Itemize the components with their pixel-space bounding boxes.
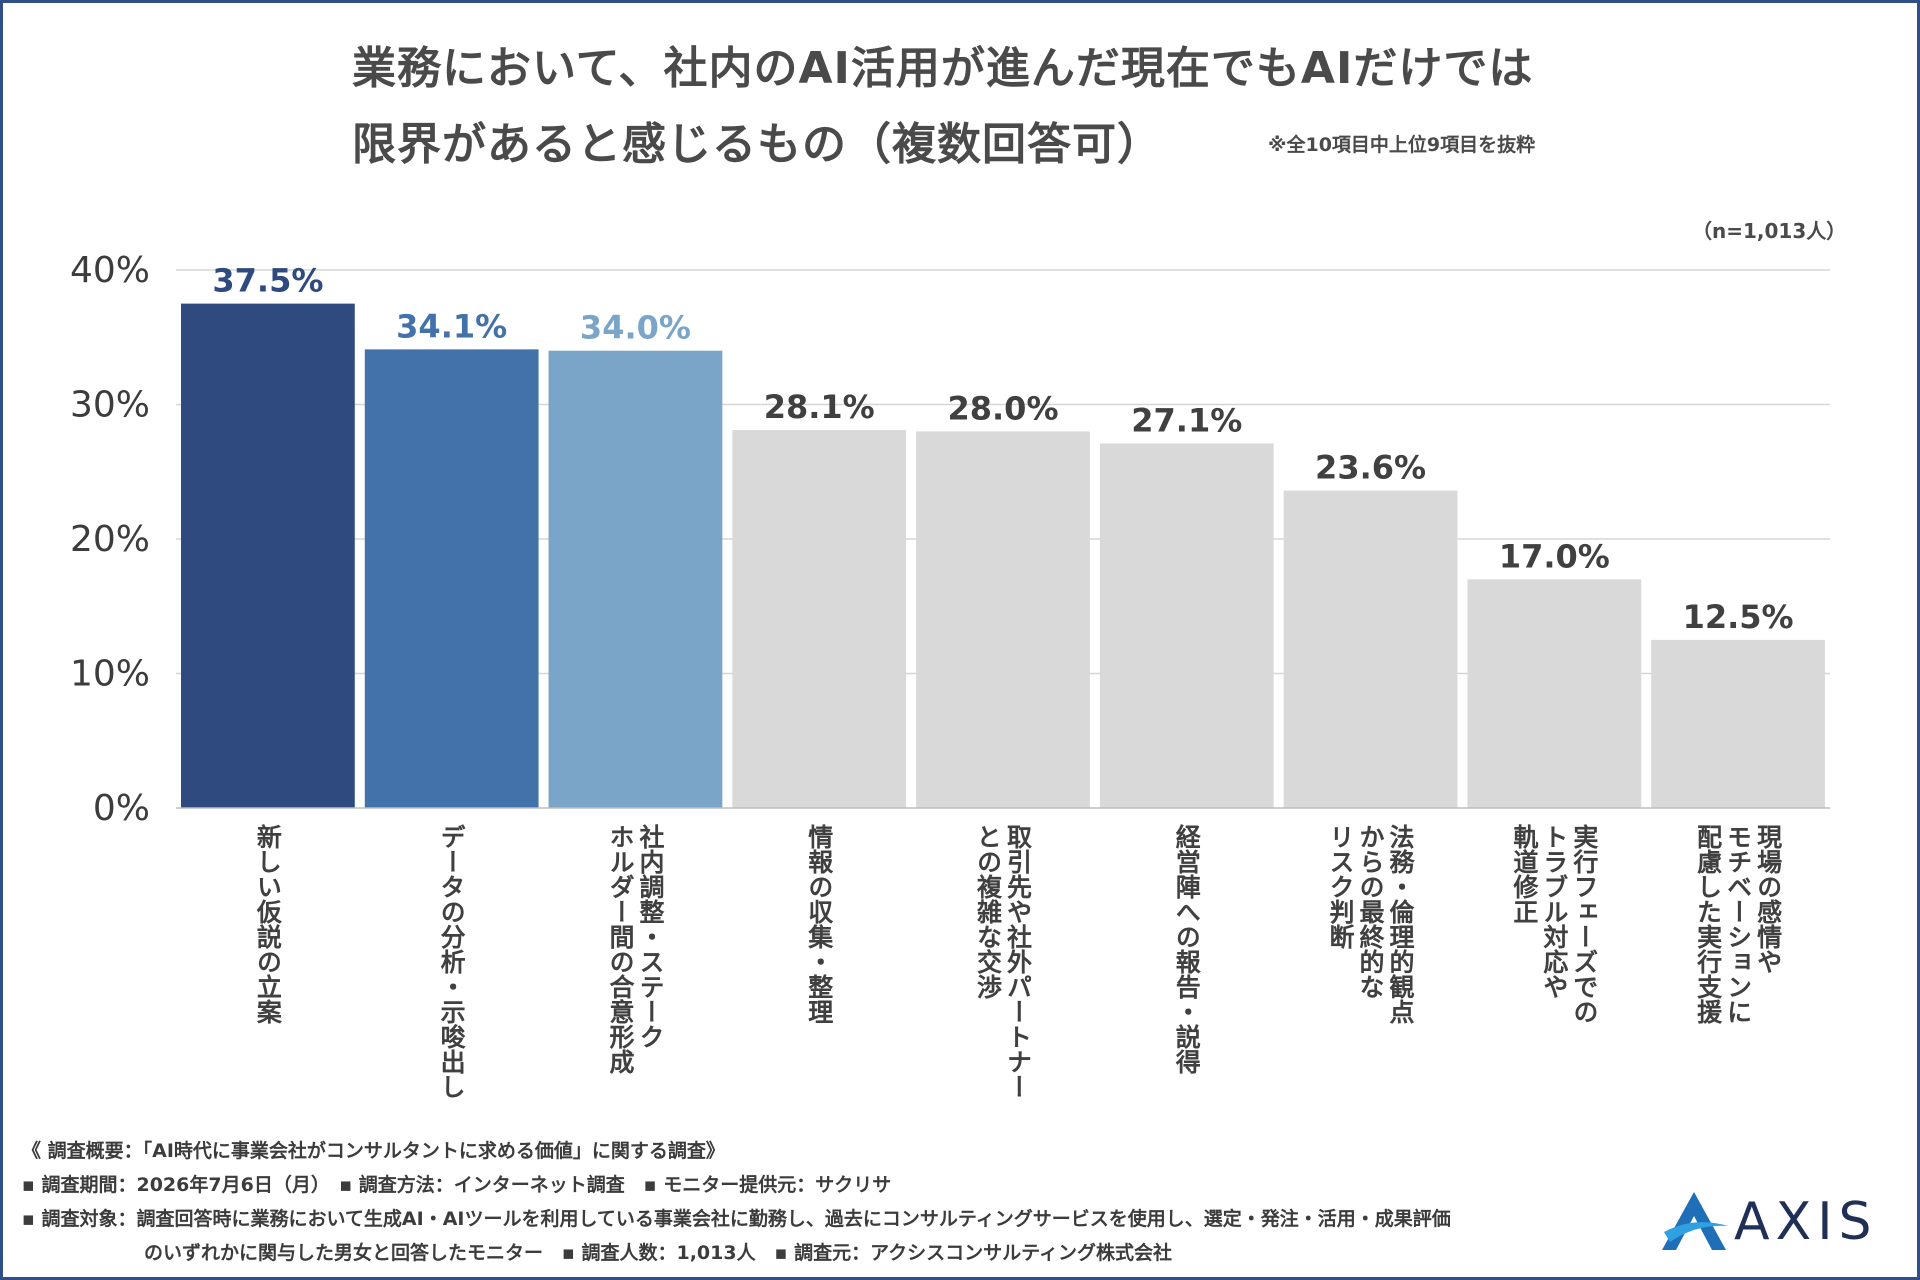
- y-tick-label: 40%: [70, 250, 150, 291]
- y-tick-label: 0%: [93, 788, 150, 829]
- y-tick-label: 30%: [70, 385, 150, 426]
- x-tick-label: 配慮した実行支援: [1694, 824, 1724, 1025]
- x-tick-label: 軌道修正: [1510, 824, 1540, 924]
- bar: [548, 350, 723, 808]
- bar: [1467, 579, 1642, 808]
- x-tick-label: 経営陣への報告・説得: [1172, 823, 1202, 1075]
- x-tick-label: 新しい仮説の立案: [253, 823, 283, 1024]
- data-label: 28.1%: [764, 388, 875, 426]
- x-tick-label: 情報の収集・整理: [805, 824, 835, 1024]
- y-tick-label: 10%: [70, 654, 150, 695]
- axis-logo-icon: [1662, 1192, 1728, 1250]
- data-label: 17.0%: [1499, 537, 1610, 575]
- data-label: 28.0%: [947, 389, 1058, 427]
- x-tick-label: データの分析・示唆出し: [437, 824, 466, 1099]
- axis-logo-text: AXIS: [1734, 1192, 1878, 1252]
- y-tick-label: 20%: [70, 519, 150, 560]
- bar: [916, 431, 1090, 808]
- data-label: 37.5%: [212, 262, 323, 300]
- bar: [732, 430, 907, 808]
- x-tick-label: 社内調整・ステーク: [636, 823, 665, 1049]
- x-tick-label: リスク判断: [1326, 824, 1355, 950]
- data-label: 27.1%: [1131, 402, 1242, 440]
- data-label: 12.5%: [1683, 598, 1794, 636]
- footer-survey-target: ▪ 調査対象：調査回答時に業務において生成AI・AIツールを利用している事業会社…: [22, 1208, 1451, 1230]
- bar: [1283, 490, 1458, 808]
- chart-note: ※全10項目中上位9項目を抜粋: [1268, 134, 1536, 156]
- x-tick-label: 実行フェーズでの: [1570, 823, 1600, 1024]
- footer-survey-period: ▪ 調査期間：2026年7月6日（月） ▪ 調査方法：インターネット調査 ▪ モ…: [22, 1174, 892, 1196]
- data-label: 23.6%: [1315, 449, 1426, 487]
- data-label: 34.0%: [580, 309, 691, 347]
- x-tick-label: 現場の感情や: [1754, 824, 1783, 974]
- bar: [1099, 443, 1274, 808]
- x-tick-label: との複雑な交渉: [974, 824, 1004, 1000]
- bar-chart: 0% 10% 20% 30% 40% 37.5% 新しい仮説の立案 34.1% データの分析・示…: [70, 250, 1830, 1099]
- bar: [1651, 639, 1825, 808]
- bar: [181, 303, 355, 808]
- x-tick-label: ホルダー間の合意形成: [606, 824, 635, 1075]
- chart-title-line1: 業務において、社内のAI活用が進んだ現在でもAIだけでは: [352, 43, 1534, 94]
- bar: [364, 349, 539, 808]
- x-tick-label: からの最終的な: [1356, 824, 1385, 999]
- footer-survey-target-cont: のいずれかに関与した男女と回答したモニター ▪ 調査人数：1,013人 ▪ 調査…: [144, 1242, 1172, 1264]
- data-label: 34.1%: [396, 307, 507, 345]
- footer-survey-title: 《 調査概要：「AI時代に事業会社がコンサルタントに求める価値」に関する調査》: [22, 1140, 725, 1162]
- x-tick-label: 取引先や社外パートナー: [1004, 824, 1033, 1099]
- sample-size: （n=1,013人）: [1692, 219, 1847, 243]
- x-tick-label: トラブル対応や: [1540, 824, 1569, 999]
- x-tick-label: モチベーションに: [1724, 824, 1753, 1024]
- chart-title-line2: 限界があると感じるもの（複数回答可）: [352, 119, 1162, 170]
- x-tick-label: 法務・倫理的観点: [1386, 824, 1415, 1024]
